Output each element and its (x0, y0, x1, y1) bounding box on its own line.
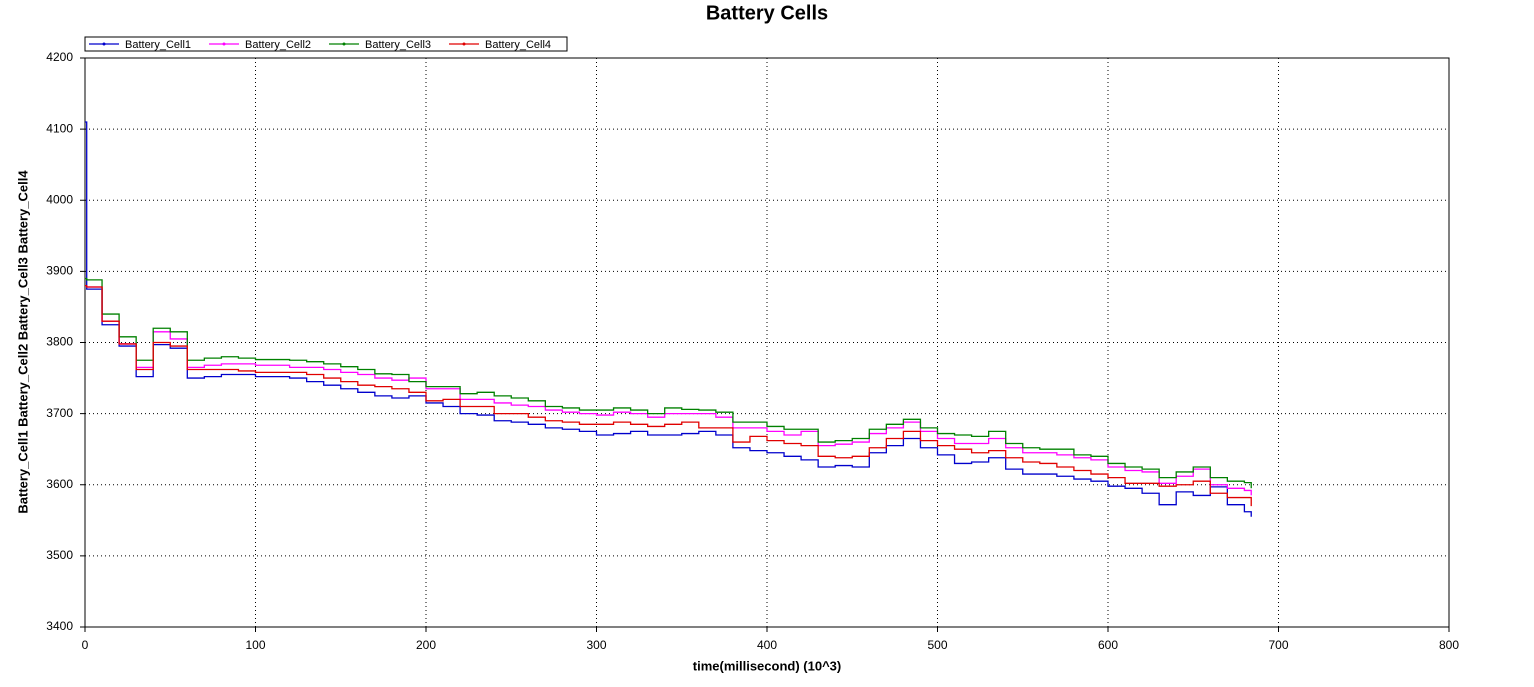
x-tick-label: 200 (416, 638, 436, 652)
legend-marker (462, 42, 466, 46)
x-tick-label: 400 (757, 638, 777, 652)
y-tick-label: 3900 (46, 264, 73, 278)
legend-label: Battery_Cell1 (125, 39, 191, 51)
legend-label: Battery_Cell2 (245, 39, 311, 51)
y-tick-label: 3400 (46, 619, 73, 633)
x-tick-label: 0 (82, 638, 89, 652)
x-tick-label: 600 (1098, 638, 1118, 652)
legend-marker (342, 42, 346, 46)
x-tick-label: 500 (927, 638, 947, 652)
y-tick-label: 4100 (46, 121, 73, 135)
y-tick-label: 4000 (46, 192, 73, 206)
legend-label: Battery_Cell3 (365, 39, 431, 51)
y-tick-label: 4200 (46, 50, 73, 64)
y-tick-label: 3700 (46, 406, 73, 420)
series-line (85, 121, 1252, 517)
x-axis-label: time(millisecond) (10^3) (693, 658, 841, 673)
y-tick-label: 3600 (46, 477, 73, 491)
x-tick-label: 700 (1268, 638, 1288, 652)
x-tick-label: 800 (1439, 638, 1459, 652)
y-tick-label: 3500 (46, 548, 73, 562)
x-tick-label: 100 (245, 638, 265, 652)
legend-marker (102, 42, 106, 46)
series-line (85, 277, 1252, 489)
x-tick-label: 300 (586, 638, 606, 652)
legend-marker (222, 42, 226, 46)
legend-label: Battery_Cell4 (485, 39, 551, 51)
y-tick-label: 3800 (46, 335, 73, 349)
series-line (85, 284, 1252, 507)
y-axis-label: Battery_Cell1 Battery_Cell2 Battery_Cell… (15, 170, 30, 514)
legend-box (84, 36, 568, 52)
chart-title: Battery Cells (706, 2, 828, 24)
